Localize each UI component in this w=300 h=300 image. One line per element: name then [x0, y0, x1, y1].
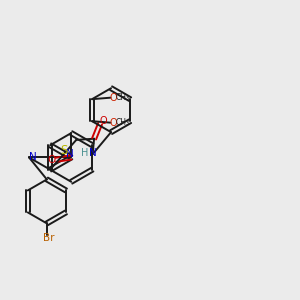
Text: Br: Br [43, 233, 54, 243]
Text: N: N [66, 148, 74, 159]
Text: H: H [81, 148, 88, 158]
Text: O: O [99, 116, 107, 126]
Text: O: O [47, 154, 55, 164]
Text: S: S [60, 144, 67, 157]
Text: O: O [109, 118, 117, 128]
Text: N: N [29, 152, 37, 162]
Text: CH₃: CH₃ [116, 118, 130, 127]
Text: O: O [109, 93, 117, 103]
Text: CH₃: CH₃ [116, 93, 130, 102]
Text: N: N [89, 148, 97, 158]
